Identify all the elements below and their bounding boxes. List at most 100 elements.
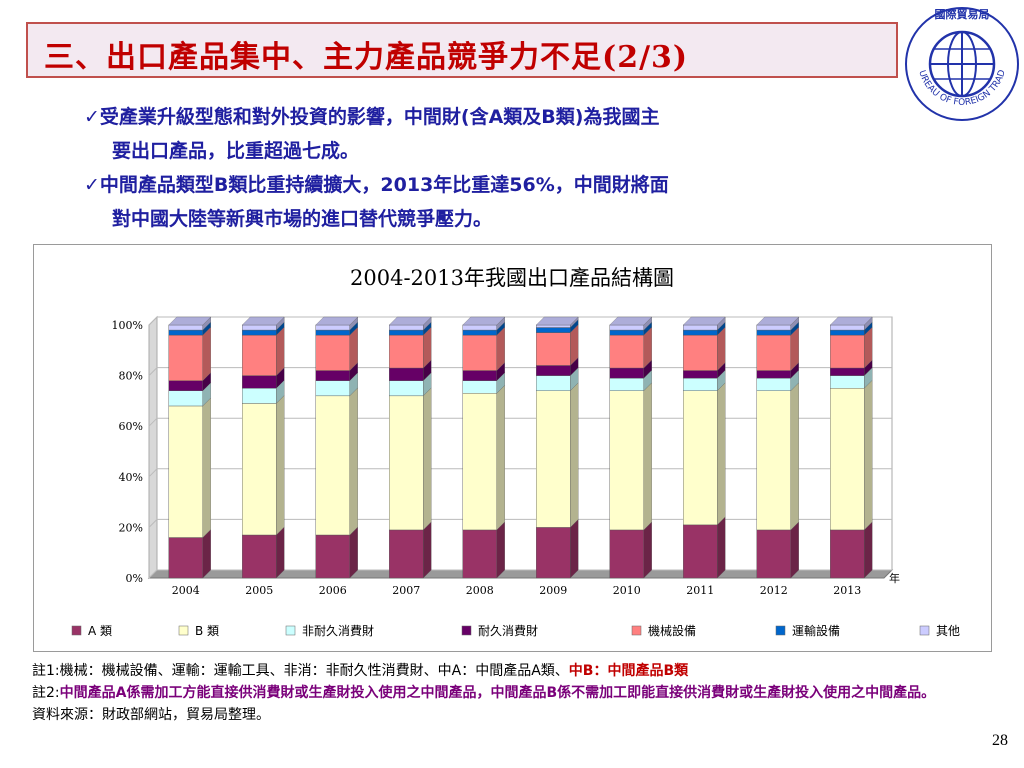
bar-segment — [462, 329, 497, 336]
legend-label: 非耐久消費財 — [302, 623, 374, 638]
legend-swatch — [71, 625, 82, 636]
source-note: 資料來源：財政部網站，貿易局整理。 — [32, 707, 270, 723]
bar-segment — [242, 324, 277, 331]
bar-segment — [389, 334, 424, 369]
bar-segment — [830, 529, 865, 579]
bar-segment — [756, 329, 791, 336]
bar-segment-side — [864, 379, 873, 531]
bar-segment — [389, 529, 424, 579]
bar-segment — [609, 367, 644, 379]
bar-segment — [683, 324, 718, 331]
bureau-logo: 國際貿易局 BUREAU OF FOREIGN TRADE — [902, 4, 1019, 121]
bar-segment — [536, 365, 571, 376]
bar-segment — [756, 529, 791, 579]
legend-swatch — [775, 625, 786, 636]
bar-segment-side — [276, 395, 285, 536]
bar-segment-side — [570, 382, 579, 528]
x-tick-label: 2009 — [539, 584, 567, 597]
bar-segment — [536, 527, 571, 579]
legend-swatch — [285, 625, 296, 636]
x-tick-label: 2006 — [319, 584, 347, 597]
bar-segment — [609, 377, 644, 391]
bar-segment — [242, 334, 277, 376]
bar-segment — [756, 390, 791, 531]
y-tick-label: 20% — [119, 521, 143, 534]
bar-segment — [242, 534, 277, 579]
note-1: 註1:機械：機械設備、運輸：運輸工具、非消：非耐久性消費財、中A：中間產品A類、… — [32, 660, 992, 682]
bar-segment — [683, 334, 718, 371]
x-tick-label: 2012 — [760, 584, 788, 597]
check-icon: ✓ — [84, 174, 100, 196]
bar-segment — [462, 324, 497, 331]
bar-segment — [683, 370, 718, 379]
x-tick-label: 2004 — [172, 584, 200, 597]
bar-segment — [609, 334, 644, 369]
bar-segment — [389, 367, 424, 381]
bar-segment — [389, 395, 424, 531]
bar-segment-side — [790, 521, 799, 579]
legend-swatch — [631, 625, 642, 636]
bar-segment — [242, 403, 277, 536]
x-tick-label: 2013 — [833, 584, 861, 597]
bar-top — [682, 316, 726, 326]
chart-frame: 2004-2013年我國出口產品結構圖 0% 20% 40% 60% 80% 100% 200… — [33, 244, 992, 652]
bar-segment — [609, 324, 644, 331]
legend-swatch — [461, 625, 472, 636]
bullet-text-line: 對中國大陸等新興市場的進口替代競爭壓力。 — [112, 208, 493, 230]
note-1-text: 機械：機械設備、運輸：運輸工具、非消：非耐久性消費財、中A：中間產品A類、 — [59, 663, 569, 679]
legend-label: 其他 — [936, 624, 960, 638]
bar-segment — [830, 334, 865, 369]
bar-segment-side — [790, 382, 799, 531]
legend-label: 運輸設備 — [792, 623, 840, 638]
bar-segment — [830, 329, 865, 336]
bar-segment-side — [643, 521, 652, 579]
bullet-item: ✓中間產品類型B類比重持續擴大，2013年比重達56%，中間財將面 對中國大陸等… — [84, 168, 964, 236]
bar-segment — [462, 529, 497, 579]
bar-segment — [756, 377, 791, 391]
bar-top — [829, 316, 873, 326]
bar-top — [388, 316, 432, 326]
bullet-text-line: 要出口產品，比重超過七成。 — [112, 140, 360, 162]
bar-segment-side — [717, 382, 726, 526]
bar-segment-side — [202, 326, 211, 382]
bar-segment-side — [349, 387, 358, 536]
bar-segment — [389, 380, 424, 397]
bar-top — [756, 316, 800, 326]
note-2: 註2:中間產品A係需加工方能直接供消費財或生產財投入使用之中間產品，中間產品B係… — [32, 682, 992, 704]
bar-segment — [168, 405, 203, 538]
slide-title: 三、出口產品集中、主力產品競爭力不足(2/3) — [44, 40, 689, 75]
chart-title: 2004-2013年我國出口產品結構圖 — [350, 266, 674, 290]
legend-label: 機械設備 — [648, 623, 696, 638]
x-unit-label: 年 — [889, 571, 900, 585]
x-tick-label: 2005 — [245, 584, 273, 597]
y-tick-label: 80% — [119, 370, 143, 383]
bar-segment-side — [202, 529, 211, 579]
check-icon: ✓ — [84, 106, 100, 128]
slide-title-box: 三、出口產品集中、主力產品競爭力不足(2/3) — [26, 22, 898, 78]
bar-segment-side — [496, 384, 505, 531]
bar-segment — [168, 537, 203, 579]
x-tick-label: 2008 — [466, 584, 494, 597]
y-tick-label: 100% — [112, 319, 143, 332]
bar-segment-side — [570, 519, 579, 579]
bar-segment — [609, 329, 644, 336]
bar-segment-side — [276, 526, 285, 579]
y-tick-label: 60% — [119, 420, 143, 433]
bar-segment — [683, 390, 718, 526]
legend-swatch — [919, 625, 930, 636]
bar-segment — [168, 380, 203, 391]
bar-segment-side — [423, 387, 432, 531]
bar-segment — [830, 388, 865, 531]
bar-segment — [242, 375, 277, 389]
bar-segment — [830, 367, 865, 376]
bar-segment — [756, 370, 791, 379]
bar-top — [535, 316, 579, 326]
bar-top — [168, 316, 212, 326]
bar-segment-side — [643, 382, 652, 531]
bar-segment — [315, 324, 350, 331]
bar-segment-side — [864, 521, 873, 579]
bar-segment — [389, 324, 424, 331]
bar-segment — [536, 390, 571, 528]
bar-top — [241, 316, 285, 326]
bar-segment — [756, 324, 791, 331]
